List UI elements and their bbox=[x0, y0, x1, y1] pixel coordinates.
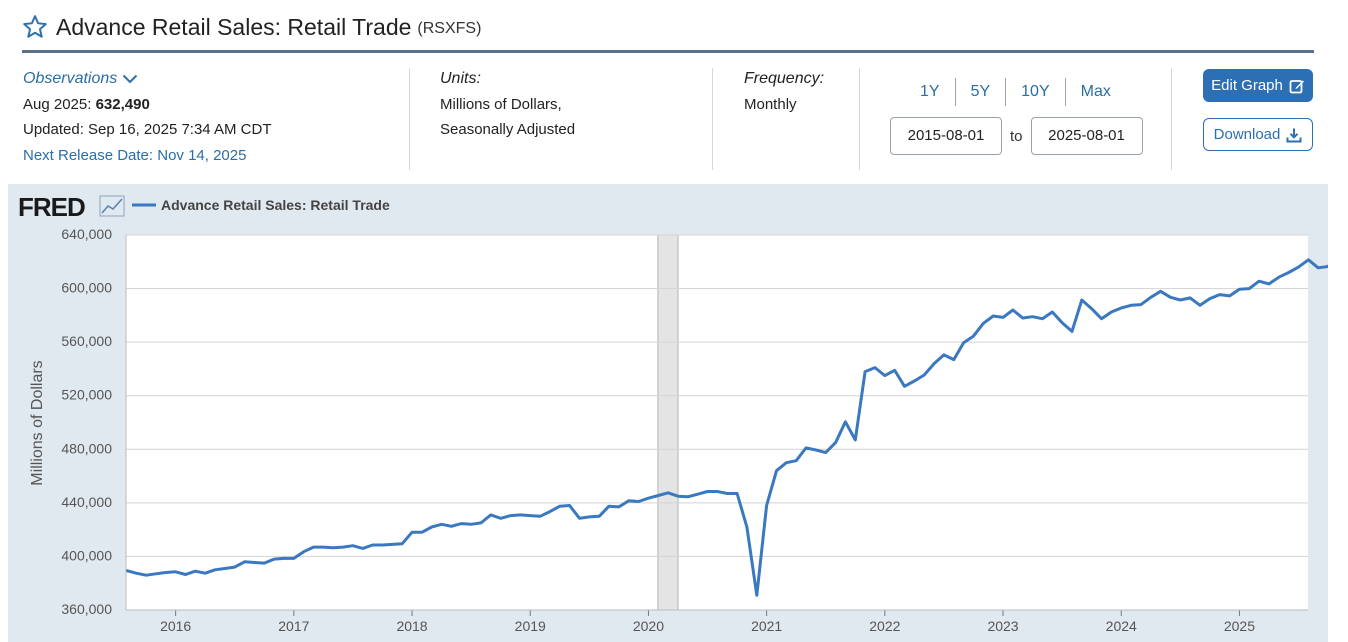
latest-date: Aug 2025: bbox=[23, 95, 92, 113]
y-axis-label: Millions of Dollars bbox=[29, 360, 46, 485]
units-label: Units: bbox=[440, 70, 481, 87]
line-chart[interactable]: FRED Advance Retail Sales: Retail Trade … bbox=[8, 184, 1328, 642]
download-button[interactable]: Download bbox=[1203, 118, 1313, 151]
observations-dropdown[interactable]: Observations bbox=[23, 66, 272, 92]
range-max-button[interactable]: Max bbox=[1064, 78, 1126, 106]
y-tick-label: 480,000 bbox=[61, 440, 112, 456]
x-tick-label: 2019 bbox=[515, 618, 546, 634]
recession-shading bbox=[657, 234, 679, 611]
to-label: to bbox=[1010, 127, 1023, 145]
y-tick-label: 520,000 bbox=[61, 387, 112, 403]
units-panel: Units: Millions of Dollars, Seasonally A… bbox=[440, 66, 575, 143]
y-tick-label: 640,000 bbox=[61, 226, 112, 242]
divider bbox=[712, 68, 713, 170]
y-tick-label: 400,000 bbox=[61, 547, 112, 563]
chart-panel: FRED Advance Retail Sales: Retail Trade … bbox=[8, 184, 1328, 642]
observations-label: Observations bbox=[23, 70, 118, 87]
divider bbox=[409, 68, 410, 170]
updated-text: Updated: Sep 16, 2025 7:34 AM CDT bbox=[23, 121, 272, 138]
observations-panel: Observations Aug 2025: 632,490 Updated: … bbox=[23, 66, 272, 168]
series-line bbox=[126, 258, 1328, 597]
title-row: Advance Retail Sales: Retail Trade (RSXF… bbox=[22, 10, 481, 44]
start-date-input[interactable]: 2015-08-01 bbox=[890, 117, 1002, 155]
range-10y-button[interactable]: 10Y bbox=[1005, 78, 1064, 106]
end-date-input[interactable]: 2025-08-01 bbox=[1030, 117, 1143, 155]
y-tick-label: 360,000 bbox=[61, 601, 112, 617]
legend-label: Advance Retail Sales: Retail Trade bbox=[161, 197, 390, 213]
star-icon[interactable] bbox=[22, 14, 48, 40]
download-icon bbox=[1286, 128, 1302, 142]
x-tick-label: 2021 bbox=[751, 618, 782, 634]
y-tick-label: 440,000 bbox=[61, 494, 112, 510]
edit-icon bbox=[1289, 79, 1304, 93]
frequency-panel: Frequency: Monthly bbox=[744, 66, 824, 117]
page-title: Advance Retail Sales: Retail Trade bbox=[56, 13, 412, 40]
x-tick-label: 2025 bbox=[1224, 618, 1255, 634]
x-tick-label: 2024 bbox=[1106, 618, 1137, 634]
range-1y-button[interactable]: 1Y bbox=[920, 83, 940, 100]
y-tick-label: 560,000 bbox=[61, 333, 112, 349]
units-line2: Seasonally Adjusted bbox=[440, 121, 576, 138]
series-id: (RSXFS) bbox=[417, 20, 482, 37]
edit-graph-label: Edit Graph bbox=[1211, 77, 1283, 94]
fred-logo[interactable]: FRED bbox=[18, 192, 125, 222]
download-label: Download bbox=[1213, 126, 1281, 143]
frequency-value: Monthly bbox=[744, 95, 797, 113]
x-tick-label: 2017 bbox=[278, 618, 309, 634]
edit-graph-button[interactable]: Edit Graph bbox=[1203, 69, 1313, 102]
x-tick-label: 2016 bbox=[160, 618, 191, 634]
x-tick-label: 2023 bbox=[987, 618, 1018, 634]
range-selector: 1Y 5Y 10Y Max bbox=[905, 78, 1126, 106]
x-tick-label: 2020 bbox=[633, 618, 664, 634]
range-5y-button[interactable]: 5Y bbox=[954, 78, 1006, 106]
trend-icon bbox=[99, 195, 125, 217]
units-line1: Millions of Dollars, bbox=[440, 95, 562, 113]
latest-observation: Aug 2025: 632,490 bbox=[23, 92, 272, 118]
latest-value: 632,490 bbox=[95, 95, 150, 113]
divider bbox=[1171, 68, 1172, 170]
y-tick-label: 600,000 bbox=[61, 280, 112, 296]
x-tick-label: 2022 bbox=[869, 618, 900, 634]
chevron-down-icon bbox=[123, 74, 138, 84]
fred-logo-text: FRED bbox=[18, 192, 85, 222]
x-tick-label: 2018 bbox=[396, 618, 427, 634]
frequency-label: Frequency: bbox=[744, 70, 825, 87]
next-release-link[interactable]: Next Release Date: Nov 14, 2025 bbox=[23, 146, 247, 164]
date-range: 2015-08-01 to 2025-08-01 bbox=[890, 117, 1143, 155]
title-divider bbox=[22, 50, 1314, 53]
divider bbox=[859, 68, 860, 170]
